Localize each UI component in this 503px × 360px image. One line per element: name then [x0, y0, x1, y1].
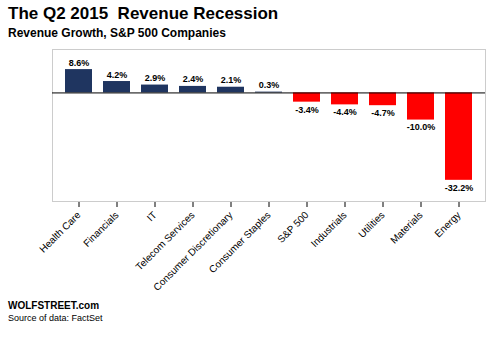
html-text:Source of data: FactSet: Source of data: FactSet [8, 313, 103, 323]
svg-text:S&P 500: S&P 500 [275, 209, 311, 245]
html-text:The Q2 2015 Revenue Recession: The Q2 2015 Revenue Recession [8, 4, 279, 23]
svg-text:2.9%: 2.9% [145, 73, 166, 83]
html-text:Revenue Growth, S&P 500 Compan: Revenue Growth, S&P 500 Companies [8, 26, 226, 40]
svg-text:-10.0%: -10.0% [407, 122, 436, 132]
svg-text:8.6%: 8.6% [69, 58, 90, 68]
svg-text:Financials: Financials [81, 209, 121, 249]
svg-text:Consumer Discretionary: Consumer Discretionary [151, 209, 235, 293]
svg-text:Health Care: Health Care [37, 209, 83, 255]
svg-text:-32.2%: -32.2% [445, 183, 474, 193]
svg-text:-4.7%: -4.7% [371, 108, 395, 118]
svg-text:Consumer Staples: Consumer Staples [207, 209, 273, 275]
svg-text:4.2%: 4.2% [107, 70, 128, 80]
svg-text:-4.4%: -4.4% [333, 107, 357, 117]
svg-text:0.3%: 0.3% [259, 80, 280, 90]
svg-text:IT: IT [145, 209, 159, 223]
svg-text:Materials: Materials [388, 209, 424, 245]
svg-text:-3.4%: -3.4% [295, 105, 319, 115]
svg-text:Utilities: Utilities [356, 209, 387, 240]
svg-text:2.1%: 2.1% [221, 75, 242, 85]
svg-text:Energy: Energy [432, 209, 462, 239]
svg-text:Telecom Services: Telecom Services [133, 209, 197, 273]
svg-text:Industrials: Industrials [309, 209, 349, 249]
svg-text:2.4%: 2.4% [183, 74, 204, 84]
html-text:WOLFSTREET.com: WOLFSTREET.com [8, 300, 100, 311]
